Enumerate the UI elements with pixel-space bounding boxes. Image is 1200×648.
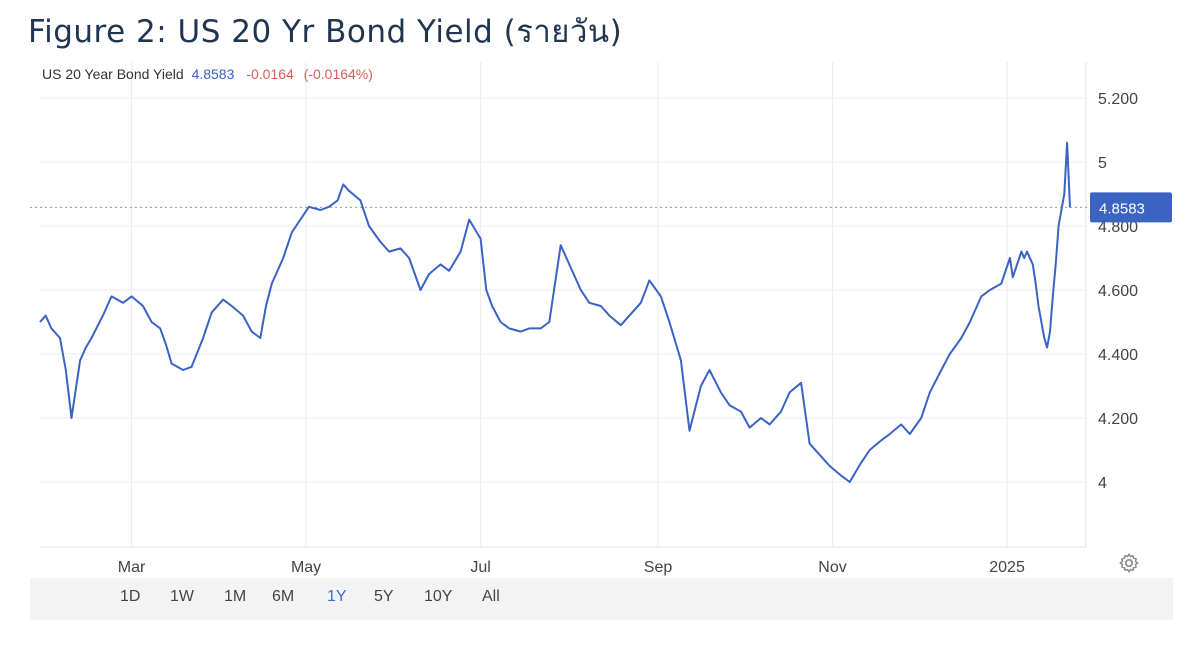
x-tick-label: May [291,559,321,576]
y-tick-label: 5 [1098,155,1107,172]
range-button-1y[interactable]: 1Y [327,588,347,605]
y-tick-label: 4 [1098,475,1107,492]
current-value-badge-bg [1090,192,1172,223]
series-line-us-20-year-bond-yield [39,141,1071,483]
x-tick-label: 2025 [989,559,1025,576]
y-axis: 5.200 5 4.800 4.600 4.400 4.200 4 [1098,91,1138,492]
x-tick-label: Jul [470,559,490,576]
y-tick-label: 4.200 [1098,411,1138,428]
legend-value: 4.8583 [191,66,235,82]
x-tick-label: Nov [818,559,846,576]
x-tick-label: Mar [118,559,146,576]
range-button-10y[interactable]: 10Y [424,588,453,605]
legend-change-pct: (-0.0164%) [303,66,373,82]
legend: US 20 Year Bond Yield 4.8583 -0.0164 (-0… [42,66,373,82]
figure-title: Figure 2: US 20 Yr Bond Yield (รายวัน) [28,14,623,50]
y-tick-label: 4.800 [1098,219,1138,236]
current-value-badge: 4.8583 [1090,192,1172,223]
legend-change: -0.0164 [246,66,294,82]
gear-icon[interactable] [1118,552,1140,574]
range-selector: 1D 1W 1M 6M 1Y 5Y 10Y All [30,578,1173,620]
y-tick-label: 4.600 [1098,283,1138,300]
range-button-1w[interactable]: 1W [170,588,194,605]
line-chart: Mar May Jul Sep Nov 2025 5.200 5 4.800 4.600 4.40… [30,62,1172,576]
chart-panel: Mar May Jul Sep Nov 2025 5.200 5 4.800 4.600 4.40… [30,62,1173,620]
range-button-all[interactable]: All [482,588,500,605]
grid [40,62,1087,548]
x-tick-label: Sep [644,559,673,576]
y-tick-label: 5.200 [1098,91,1138,108]
x-axis: Mar May Jul Sep Nov 2025 [118,559,1025,576]
legend-series-name: US 20 Year Bond Yield [42,66,184,82]
current-value-badge-label: 4.8583 [1099,200,1145,217]
range-button-1m[interactable]: 1M [224,588,247,605]
range-button-6m[interactable]: 6M [272,588,295,605]
range-button-1d[interactable]: 1D [120,588,141,605]
y-tick-label: 4.400 [1098,347,1138,364]
range-button-5y[interactable]: 5Y [374,588,394,605]
